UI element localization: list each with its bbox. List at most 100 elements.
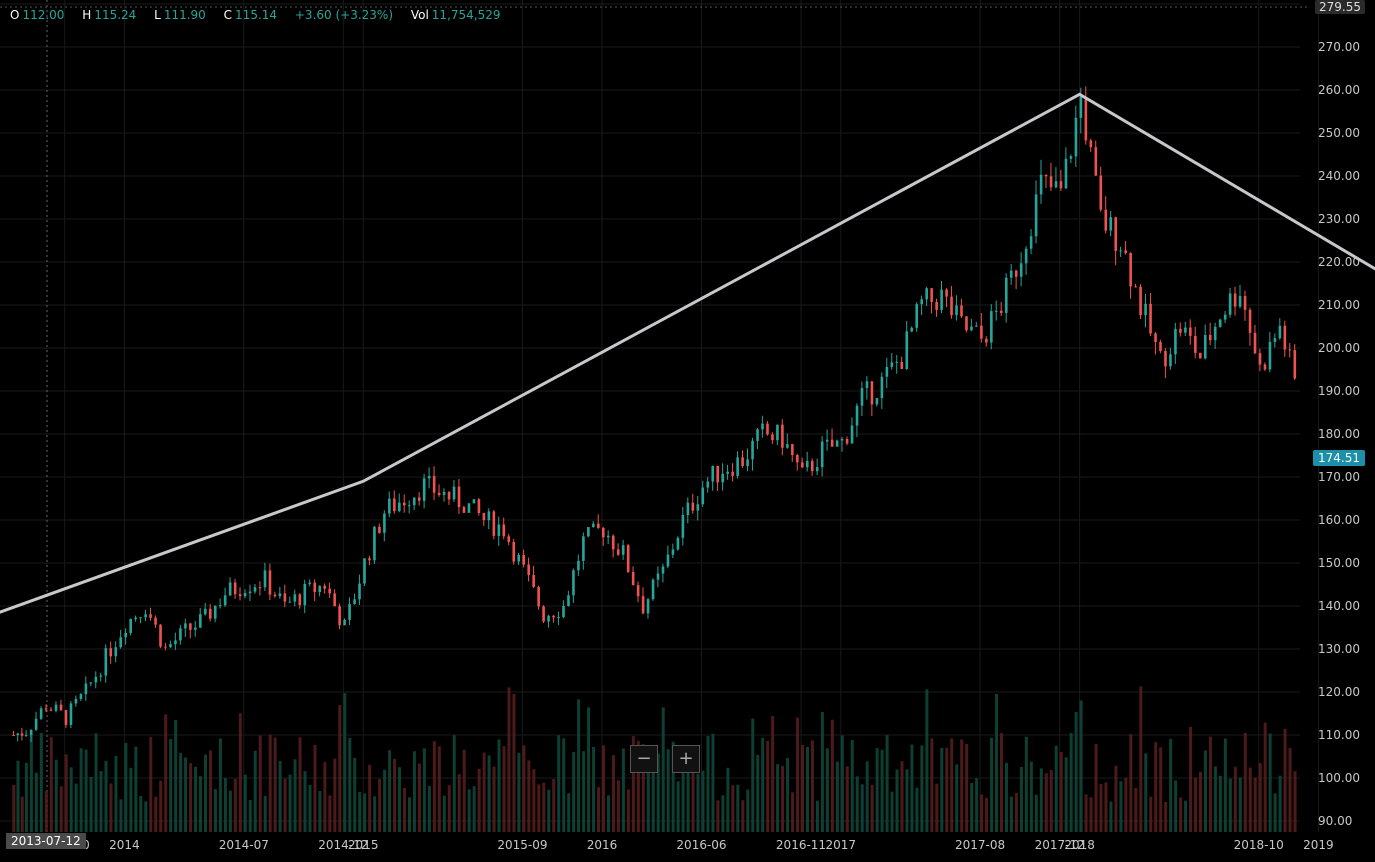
volume-bar <box>1019 767 1023 832</box>
candle-body <box>318 585 322 593</box>
volume-bar <box>194 766 198 832</box>
volume-bar <box>985 797 989 832</box>
price-tick-label: 250.00 <box>1318 126 1360 140</box>
candle-body <box>34 718 38 730</box>
candle-body <box>805 460 809 468</box>
candle-body <box>1000 310 1003 313</box>
volume-bar <box>681 753 685 832</box>
candle-body <box>204 608 207 615</box>
candle-body <box>711 465 715 482</box>
volume-bar <box>726 767 730 832</box>
volume-bar <box>20 796 24 832</box>
candle-body <box>681 514 685 538</box>
price-tick-label: 200.00 <box>1318 341 1360 355</box>
price-axis[interactable]: 270.00 260.00 250.00 240.00 230.00 220.00 210.… <box>1318 40 1360 828</box>
candle-body <box>1074 117 1078 157</box>
candle-body <box>213 605 217 619</box>
volume-bar <box>636 740 640 832</box>
volume-bar <box>552 779 556 832</box>
price-tick-label: 190.00 <box>1318 384 1360 398</box>
candle-body <box>512 541 516 562</box>
volume-bar <box>815 800 819 832</box>
volume-bar <box>1233 766 1237 832</box>
volume-bar <box>184 757 188 832</box>
candle-body <box>358 583 361 600</box>
volume-bar <box>1000 733 1003 832</box>
candle-body <box>482 513 486 521</box>
volume-bar <box>786 758 790 832</box>
candle-body <box>293 594 297 602</box>
close-value: 115.14 <box>235 8 278 22</box>
candle-body <box>900 361 904 369</box>
volume-bar <box>666 749 670 832</box>
candle-body <box>24 735 28 737</box>
volume-bar <box>328 795 332 832</box>
time-axis[interactable]: 2013-1020142014-072014-1220152015-092016… <box>40 838 1375 852</box>
time-tick-label: 2017-08 <box>955 838 1005 852</box>
candle-body <box>39 708 43 719</box>
volume-bar <box>900 761 904 832</box>
volume-bar <box>467 789 471 832</box>
volume-bar <box>403 787 406 832</box>
candle-body <box>233 582 237 595</box>
candle-body <box>651 579 655 600</box>
volume-bar <box>512 693 516 832</box>
candle-body <box>970 326 973 331</box>
candle-body <box>373 526 376 561</box>
candle-body <box>1079 96 1083 118</box>
volume-bar <box>333 758 337 832</box>
volume-bar <box>557 735 561 832</box>
volume-bar <box>970 782 974 832</box>
volume-bar <box>850 739 854 832</box>
candle-body <box>880 376 884 399</box>
volume-bar <box>412 751 416 832</box>
trend-line[interactable] <box>0 92 1375 632</box>
volume-bar <box>462 749 466 832</box>
volume-bar <box>845 766 849 832</box>
volume-bar <box>104 760 108 832</box>
candle-body <box>875 398 879 405</box>
volume-bar <box>995 693 999 832</box>
volume-bar <box>602 745 605 832</box>
candle-body <box>1248 309 1252 333</box>
candle-body <box>1124 250 1127 254</box>
volume-bar <box>1134 787 1138 832</box>
candle-body <box>507 536 511 542</box>
candle-body <box>472 499 476 504</box>
candle-body <box>437 492 441 495</box>
candle-body <box>796 455 799 463</box>
volume-bar <box>1089 797 1093 832</box>
volume-bar <box>268 734 272 832</box>
candle-body <box>228 582 232 596</box>
zoom-out-button[interactable]: − <box>630 745 658 773</box>
candle-body <box>860 388 864 406</box>
candle-body <box>930 288 933 302</box>
volume-bar <box>348 738 352 832</box>
candle-body <box>1268 341 1272 370</box>
volume-bar <box>1099 783 1103 832</box>
candle-body <box>1139 286 1142 316</box>
zoom-in-button[interactable]: + <box>672 745 700 773</box>
volume-bar <box>860 784 864 832</box>
crosshair-date-tag: 2013-07-12 <box>6 833 86 849</box>
volume-bar <box>875 748 879 832</box>
volume-bar <box>731 785 735 832</box>
candle-body <box>557 617 560 619</box>
candle-body <box>124 633 127 638</box>
candle-body <box>174 640 177 645</box>
volume-bar <box>1283 728 1287 832</box>
volume-bar <box>134 746 138 832</box>
candle-body <box>940 289 943 310</box>
candle-body <box>905 331 909 369</box>
volume-bar <box>144 801 148 832</box>
candle-body <box>288 601 292 603</box>
volume-bar <box>179 752 183 832</box>
volume-bar <box>1243 732 1247 832</box>
candle-body <box>278 593 282 597</box>
volume-bar <box>472 786 476 832</box>
open-value: 112.00 <box>22 8 65 22</box>
volume-bars <box>12 686 1297 832</box>
candle-body <box>562 605 565 618</box>
candle-body <box>388 498 391 514</box>
